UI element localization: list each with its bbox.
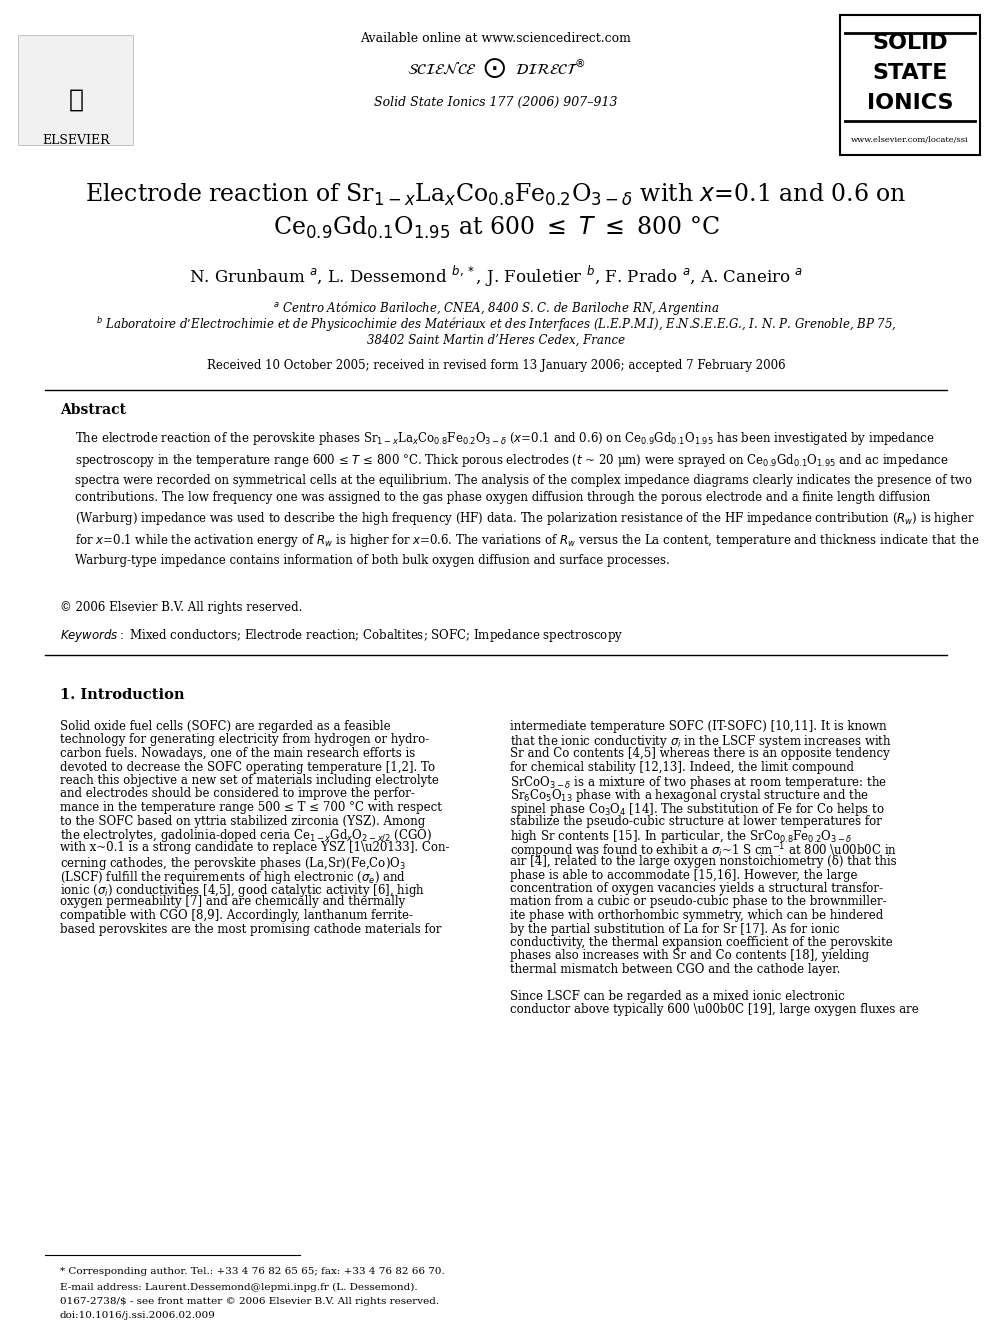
Text: ite phase with orthorhombic symmetry, which can be hindered: ite phase with orthorhombic symmetry, wh… (510, 909, 883, 922)
Text: The electrode reaction of the perovskite phases Sr$_{1-x}$La$_x$Co$_{0.8}$Fe$_{0: The electrode reaction of the perovskite… (75, 430, 980, 566)
Text: IONICS: IONICS (867, 93, 953, 112)
Text: STATE: STATE (872, 64, 947, 83)
Text: stabilize the pseudo-cubic structure at lower temperatures for: stabilize the pseudo-cubic structure at … (510, 815, 882, 827)
Text: by the partial substitution of La for Sr [17]. As for ionic: by the partial substitution of La for Sr… (510, 922, 839, 935)
Text: intermediate temperature SOFC (IT-SOFC) [10,11]. It is known: intermediate temperature SOFC (IT-SOFC) … (510, 720, 887, 733)
Text: high Sr contents [15]. In particular, the SrCo$_{0.8}$Fe$_{0.2}$O$_{3-\delta}$: high Sr contents [15]. In particular, th… (510, 828, 852, 845)
Text: 0167-2738/$ - see front matter © 2006 Elsevier B.V. All rights reserved.: 0167-2738/$ - see front matter © 2006 El… (60, 1298, 439, 1307)
Text: Since LSCF can be regarded as a mixed ionic electronic: Since LSCF can be regarded as a mixed io… (510, 990, 845, 1003)
Text: mance in the temperature range 500 ≤ T ≤ 700 °C with respect: mance in the temperature range 500 ≤ T ≤… (60, 800, 441, 814)
Text: Electrode reaction of Sr$_{1-x}$La$_x$Co$_{0.8}$Fe$_{0.2}$O$_{3-\delta}$ with $x: Electrode reaction of Sr$_{1-x}$La$_x$Co… (85, 181, 907, 208)
Text: based perovskites are the most promising cathode materials for: based perovskites are the most promising… (60, 922, 441, 935)
Text: doi:10.1016/j.ssi.2006.02.009: doi:10.1016/j.ssi.2006.02.009 (60, 1311, 216, 1319)
Text: N. Grunbaum $^a$, L. Dessemond $^{b,*}$, J. Fouletier $^b$, F. Prado $^a$, A. Ca: N. Grunbaum $^a$, L. Dessemond $^{b,*}$,… (188, 263, 804, 288)
Text: $^b$ Laboratoire d’Electrochimie et de Physicochimie des Matériaux et des Interf: $^b$ Laboratoire d’Electrochimie et de P… (95, 316, 897, 335)
Text: compound was found to exhibit a $\sigma_i$~1 S cm$^{-1}$ at 800 \u00b0C in: compound was found to exhibit a $\sigma_… (510, 841, 897, 861)
Text: to the SOFC based on yttria stabilized zirconia (YSZ). Among: to the SOFC based on yttria stabilized z… (60, 815, 426, 827)
Text: carbon fuels. Nowadays, one of the main research efforts is: carbon fuels. Nowadays, one of the main … (60, 747, 416, 759)
Text: © 2006 Elsevier B.V. All rights reserved.: © 2006 Elsevier B.V. All rights reserved… (60, 602, 303, 614)
Text: E-mail address: Laurent.Dessemond@lepmi.inpg.fr (L. Dessemond).: E-mail address: Laurent.Dessemond@lepmi.… (60, 1282, 418, 1291)
Text: conductivity, the thermal expansion coefficient of the perovskite: conductivity, the thermal expansion coef… (510, 935, 893, 949)
Text: Solid State Ionics 177 (2006) 907–913: Solid State Ionics 177 (2006) 907–913 (374, 95, 618, 108)
Text: that the ionic conductivity $\sigma_i$ in the LSCF system increases with: that the ionic conductivity $\sigma_i$ i… (510, 733, 892, 750)
Text: (LSCF) fulfill the requirements of high electronic ($\sigma_e$) and: (LSCF) fulfill the requirements of high … (60, 868, 406, 885)
Text: SOLID: SOLID (872, 33, 947, 53)
Text: the electrolytes, gadolinia-doped ceria Ce$_{1-x}$Gd$_x$O$_{2-x/2}$ (CGO): the electrolytes, gadolinia-doped ceria … (60, 828, 433, 844)
Text: * Corresponding author. Tel.: +33 4 76 82 65 65; fax: +33 4 76 82 66 70.: * Corresponding author. Tel.: +33 4 76 8… (60, 1267, 444, 1277)
Text: thermal mismatch between CGO and the cathode layer.: thermal mismatch between CGO and the cat… (510, 963, 840, 976)
Text: devoted to decrease the SOFC operating temperature [1,2]. To: devoted to decrease the SOFC operating t… (60, 761, 435, 774)
Text: SrCoO$_{3-\delta}$ is a mixture of two phases at room temperature: the: SrCoO$_{3-\delta}$ is a mixture of two p… (510, 774, 887, 791)
Text: air [4], related to the large oxygen nonstoichiometry (δ) that this: air [4], related to the large oxygen non… (510, 855, 897, 868)
Text: $^a$ Centro Atómico Bariloche, CNEA, 8400 S. C. de Bariloche RN, Argentina: $^a$ Centro Atómico Bariloche, CNEA, 840… (273, 299, 719, 318)
Text: Received 10 October 2005; received in revised form 13 January 2006; accepted 7 F: Received 10 October 2005; received in re… (206, 359, 786, 372)
Text: ELSEVIER: ELSEVIER (43, 134, 110, 147)
Text: 38402 Saint Martin d’Heres Cedex, France: 38402 Saint Martin d’Heres Cedex, France (367, 333, 625, 347)
Text: $\mathcal{SCIENCE}$  $\bigodot$  $\mathcal{DIRECT}$$^\circledR$: $\mathcal{SCIENCE}$ $\bigodot$ $\mathcal… (407, 56, 585, 79)
Text: phases also increases with Sr and Co contents [18], yielding: phases also increases with Sr and Co con… (510, 950, 869, 963)
Text: cerning cathodes, the perovskite phases (La,Sr)(Fe,Co)O$_3$: cerning cathodes, the perovskite phases … (60, 855, 406, 872)
Text: 1. Introduction: 1. Introduction (60, 688, 185, 703)
Text: $\it{Keywords:}$ Mixed conductors; Electrode reaction; Cobaltites; SOFC; Impedan: $\it{Keywords:}$ Mixed conductors; Elect… (60, 627, 623, 643)
Text: and electrodes should be considered to improve the perfor-: and electrodes should be considered to i… (60, 787, 415, 800)
Text: compatible with CGO [8,9]. Accordingly, lanthanum ferrite-: compatible with CGO [8,9]. Accordingly, … (60, 909, 413, 922)
Text: conductor above typically 600 \u00b0C [19], large oxygen fluxes are: conductor above typically 600 \u00b0C [1… (510, 1004, 919, 1016)
Text: Abstract: Abstract (60, 404, 126, 417)
Text: Sr and Co contents [4,5] whereas there is an opposite tendency: Sr and Co contents [4,5] whereas there i… (510, 747, 890, 759)
Text: oxygen permeability [7] and are chemically and thermally: oxygen permeability [7] and are chemical… (60, 896, 406, 909)
Text: mation from a cubic or pseudo-cubic phase to the brownmiller-: mation from a cubic or pseudo-cubic phas… (510, 896, 887, 909)
Text: with x~0.1 is a strong candidate to replace YSZ [1\u20133]. Con-: with x~0.1 is a strong candidate to repl… (60, 841, 449, 855)
Text: phase is able to accommodate [15,16]. However, the large: phase is able to accommodate [15,16]. Ho… (510, 868, 857, 881)
Bar (18, 34, 133, 146)
Text: ionic ($\sigma_i$) conductivities [4,5], good catalytic activity [6], high: ionic ($\sigma_i$) conductivities [4,5],… (60, 882, 425, 900)
Text: spinel phase Co$_3$O$_4$ [14]. The substitution of Fe for Co helps to: spinel phase Co$_3$O$_4$ [14]. The subst… (510, 800, 885, 818)
Text: Ce$_{0.9}$Gd$_{0.1}$O$_{1.95}$ at 600 $\leq$ $T$ $\leq$ 800 °C: Ce$_{0.9}$Gd$_{0.1}$O$_{1.95}$ at 600 $\… (273, 214, 719, 241)
Text: technology for generating electricity from hydrogen or hydro-: technology for generating electricity fr… (60, 733, 430, 746)
Bar (840, 15, 980, 155)
Text: 🌳: 🌳 (68, 89, 83, 112)
Text: concentration of oxygen vacancies yields a structural transfor-: concentration of oxygen vacancies yields… (510, 882, 883, 894)
Text: Sr$_6$Co$_5$O$_{13}$ phase with a hexagonal crystal structure and the: Sr$_6$Co$_5$O$_{13}$ phase with a hexago… (510, 787, 869, 804)
Text: Available online at www.sciencedirect.com: Available online at www.sciencedirect.co… (360, 32, 632, 45)
Text: www.elsevier.com/locate/ssi: www.elsevier.com/locate/ssi (851, 136, 969, 144)
Text: for chemical stability [12,13]. Indeed, the limit compound: for chemical stability [12,13]. Indeed, … (510, 761, 854, 774)
Text: reach this objective a new set of materials including electrolyte: reach this objective a new set of materi… (60, 774, 438, 787)
Text: Solid oxide fuel cells (SOFC) are regarded as a feasible: Solid oxide fuel cells (SOFC) are regard… (60, 720, 391, 733)
